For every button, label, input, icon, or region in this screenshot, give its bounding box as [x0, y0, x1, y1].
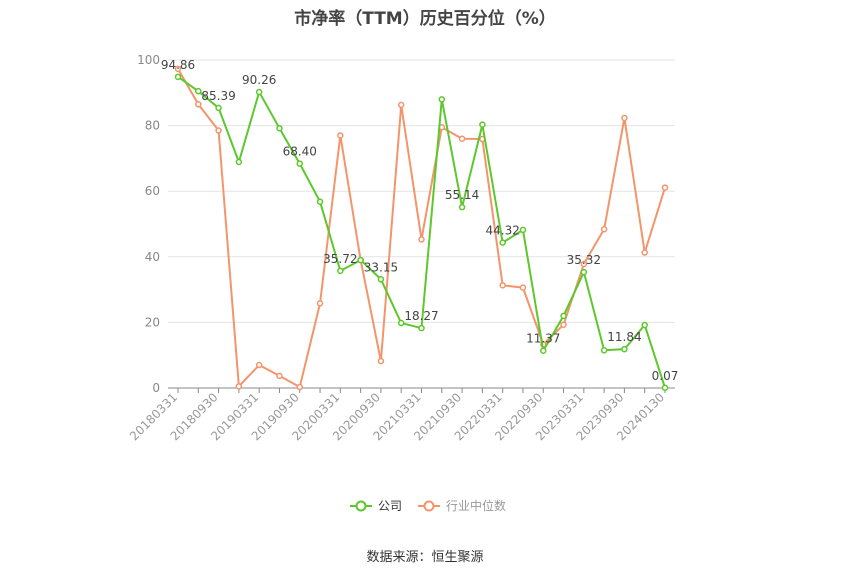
source-note: 数据来源：恒生聚源 — [366, 550, 484, 565]
legend-marker-company — [355, 500, 367, 512]
data-point — [276, 124, 283, 132]
data-point — [519, 284, 527, 291]
data-label: 68.40 — [283, 145, 317, 159]
data-labels: 94.86 85.39 90.26 68.40 35.72 33.15 18.27 55.14… — [161, 58, 679, 383]
data-point — [397, 101, 405, 109]
data-label: 90.26 — [242, 73, 276, 87]
data-point — [641, 321, 648, 329]
data-label: 55.14 — [445, 188, 479, 202]
y-tick-label: 20 — [145, 315, 160, 329]
data-point — [499, 282, 506, 289]
y-tick-label: 40 — [145, 250, 160, 264]
data-point — [479, 121, 486, 128]
legend: 公司 行业中位数 — [350, 498, 506, 513]
legend-marker-industry-median — [423, 500, 435, 512]
legend-label-industry-median: 行业中位数 — [446, 498, 506, 513]
data-point — [195, 87, 202, 95]
data-point — [255, 88, 263, 96]
data-label: 11.84 — [607, 330, 641, 344]
data-point — [215, 104, 222, 112]
y-tick-label: 100 — [137, 53, 160, 67]
data-point — [458, 203, 466, 211]
data-point — [418, 236, 425, 243]
data-point — [560, 312, 567, 320]
data-label: 0.07 — [652, 369, 679, 383]
data-point — [235, 158, 243, 166]
data-point — [215, 127, 222, 134]
data-point — [255, 361, 263, 369]
data-point — [235, 383, 243, 390]
data-point — [337, 132, 344, 139]
data-label: 35.72 — [323, 252, 357, 266]
data-point — [397, 319, 405, 327]
chart-title: 市净率（TTM）历史百分位（%） — [294, 9, 556, 29]
data-point — [174, 65, 182, 73]
data-point — [296, 160, 303, 167]
data-point — [499, 239, 506, 246]
data-point — [316, 198, 324, 205]
data-point — [337, 267, 344, 275]
data-point — [661, 184, 669, 191]
series-layer — [174, 65, 669, 392]
data-point — [540, 347, 547, 354]
data-label: 94.86 — [161, 58, 195, 72]
data-label: 44.32 — [485, 224, 519, 238]
data-point — [661, 384, 669, 392]
data-point — [458, 135, 466, 142]
data-point — [316, 300, 324, 307]
data-point — [519, 226, 527, 234]
data-point — [560, 321, 567, 328]
data-point — [296, 383, 303, 391]
grid-lines — [168, 59, 675, 323]
y-tick-label: 80 — [145, 119, 160, 133]
data-point — [438, 96, 446, 103]
data-point — [641, 249, 648, 256]
data-point — [377, 276, 385, 283]
data-label: 33.15 — [364, 260, 398, 274]
data-label: 35.32 — [567, 253, 601, 267]
data-point — [276, 372, 283, 380]
data-point — [174, 73, 182, 81]
data-label: 11.37 — [526, 332, 560, 346]
data-point — [418, 324, 425, 332]
data-point — [195, 101, 202, 108]
data-point — [580, 260, 588, 268]
data-point — [580, 268, 588, 276]
data-point — [600, 347, 608, 354]
data-point — [621, 345, 628, 353]
data-point — [357, 256, 364, 264]
legend-label-company: 公司 — [378, 499, 402, 513]
y-tick-label: 0 — [152, 381, 160, 395]
data-point — [621, 114, 628, 122]
data-point — [600, 225, 608, 233]
data-label: 18.27 — [404, 309, 438, 323]
data-label: 85.39 — [201, 89, 235, 103]
series-line-company — [177, 76, 666, 389]
data-point — [377, 357, 385, 365]
y-tick-label: 60 — [145, 184, 160, 198]
